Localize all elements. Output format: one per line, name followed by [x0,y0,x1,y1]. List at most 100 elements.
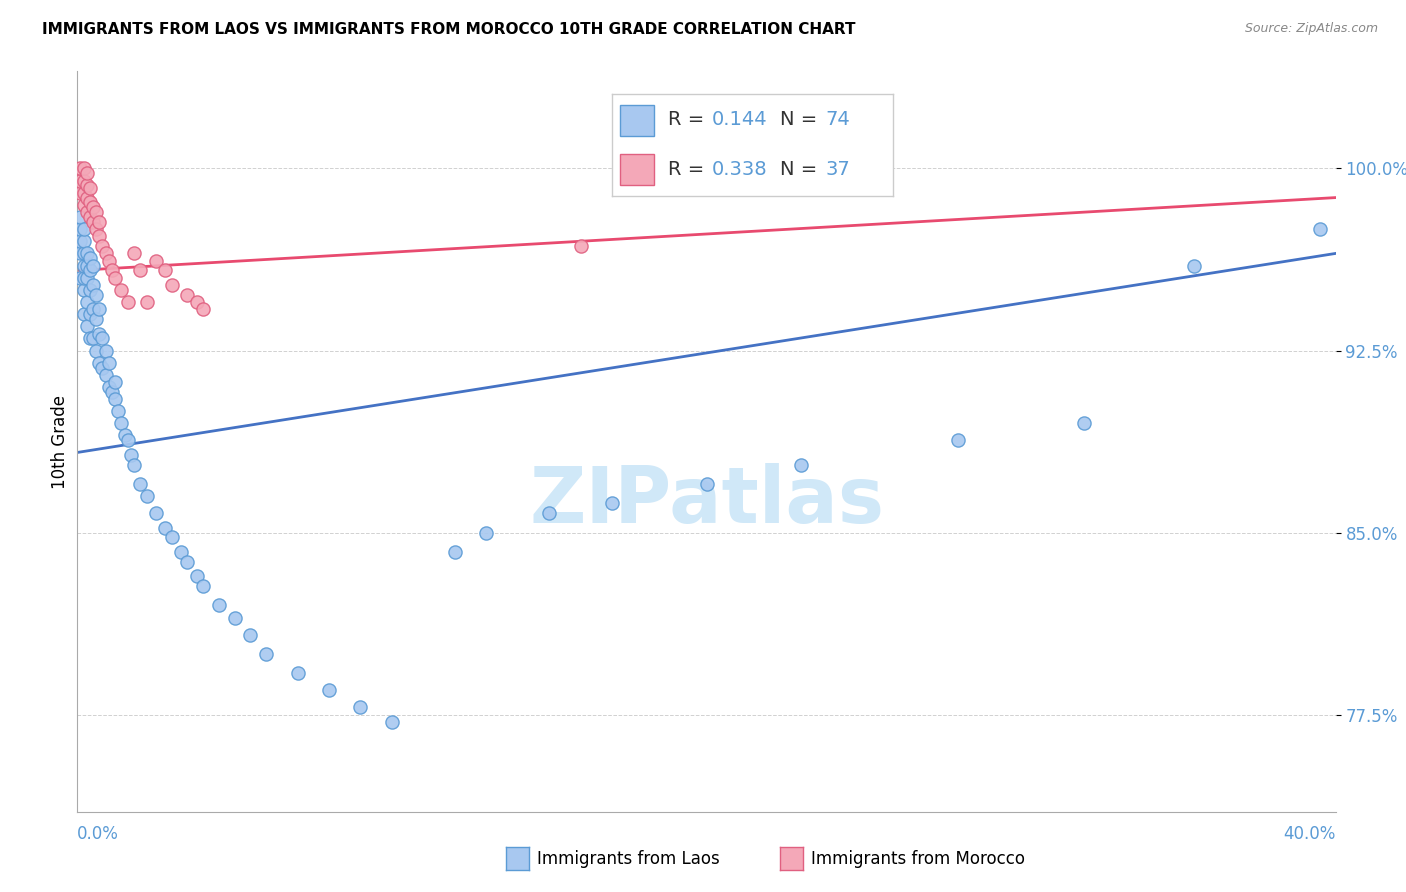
Point [72,259,94,273]
Point [79,307,101,321]
Text: N =: N = [780,111,824,129]
Text: Source: ZipAtlas.com: Source: ZipAtlas.com [1244,22,1378,36]
Point [475,525,498,540]
Point [89,356,111,370]
Point [114,428,136,442]
Point [107,404,129,418]
Point [160,277,183,292]
Point [82,331,104,345]
Point [600,496,623,510]
Point [89,326,111,341]
Point [69,186,91,200]
Point [122,246,145,260]
Point [82,277,104,292]
Point [79,263,101,277]
Point [72,270,94,285]
Point [82,215,104,229]
Point [155,521,177,535]
Point [129,263,152,277]
Point [79,195,101,210]
Point [76,270,98,285]
Point [191,579,215,593]
Text: R =: R = [668,160,710,178]
Point [84,287,107,301]
Point [69,161,91,176]
Point [84,205,107,219]
Point [76,166,98,180]
FancyBboxPatch shape [620,154,654,185]
Point [145,253,167,268]
Point [129,477,152,491]
Point [97,356,120,370]
Point [72,173,94,187]
Text: N =: N = [780,160,824,178]
Point [76,295,98,310]
Point [72,234,94,248]
Point [82,302,104,317]
Point [69,246,91,260]
Text: 0.0%: 0.0% [77,825,120,843]
Text: ZIPatlas: ZIPatlas [529,463,884,539]
Text: R =: R = [668,111,710,129]
Point [349,700,371,714]
Point [76,205,98,219]
Point [94,368,117,382]
Point [72,222,94,236]
Point [69,234,91,248]
Point [224,610,246,624]
Point [101,263,124,277]
Point [72,246,94,260]
Point [72,186,94,200]
Point [79,210,101,224]
Point [208,599,231,613]
Point [790,458,813,472]
Point [1309,222,1331,236]
Text: Immigrants from Morocco: Immigrants from Morocco [811,850,1025,868]
Point [239,627,262,641]
Point [104,375,127,389]
Point [72,283,94,297]
Point [84,343,107,358]
Point [135,295,157,310]
Point [69,222,91,236]
Text: 40.0%: 40.0% [1284,825,1336,843]
Point [287,666,309,681]
Point [84,312,107,326]
Point [104,392,127,406]
Point [254,647,277,661]
Point [91,331,114,345]
Point [117,295,139,310]
Point [72,161,94,176]
Point [538,506,561,520]
Point [72,307,94,321]
Point [569,239,592,253]
Point [94,343,117,358]
Point [76,191,98,205]
Point [69,270,91,285]
Point [122,458,145,472]
Point [444,545,467,559]
Point [176,555,198,569]
Text: Immigrants from Laos: Immigrants from Laos [537,850,720,868]
Point [79,331,101,345]
Point [170,545,193,559]
Point [76,259,98,273]
Point [76,246,98,260]
Point [97,253,120,268]
Point [104,270,127,285]
Text: IMMIGRANTS FROM LAOS VS IMMIGRANTS FROM MOROCCO 10TH GRADE CORRELATION CHART: IMMIGRANTS FROM LAOS VS IMMIGRANTS FROM … [42,22,856,37]
Point [948,434,970,448]
Point [176,287,198,301]
Point [191,302,215,317]
Text: 0.144: 0.144 [711,111,768,129]
Point [110,283,132,297]
Point [120,448,142,462]
Point [696,477,718,491]
Point [76,319,98,334]
Point [101,384,124,399]
Point [79,181,101,195]
Point [69,173,91,187]
Point [82,259,104,273]
Point [84,222,107,236]
Point [110,417,132,431]
